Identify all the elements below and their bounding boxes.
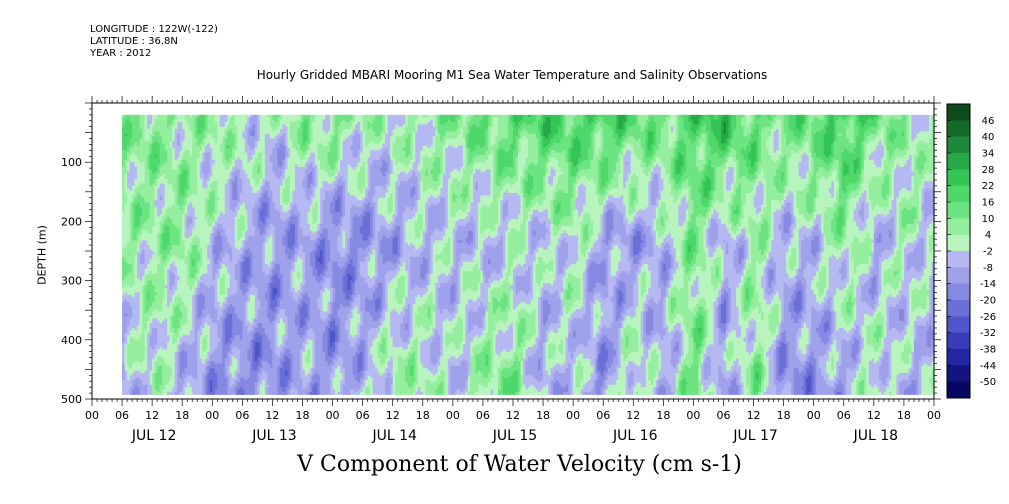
- heatmap-cells: [122, 115, 935, 395]
